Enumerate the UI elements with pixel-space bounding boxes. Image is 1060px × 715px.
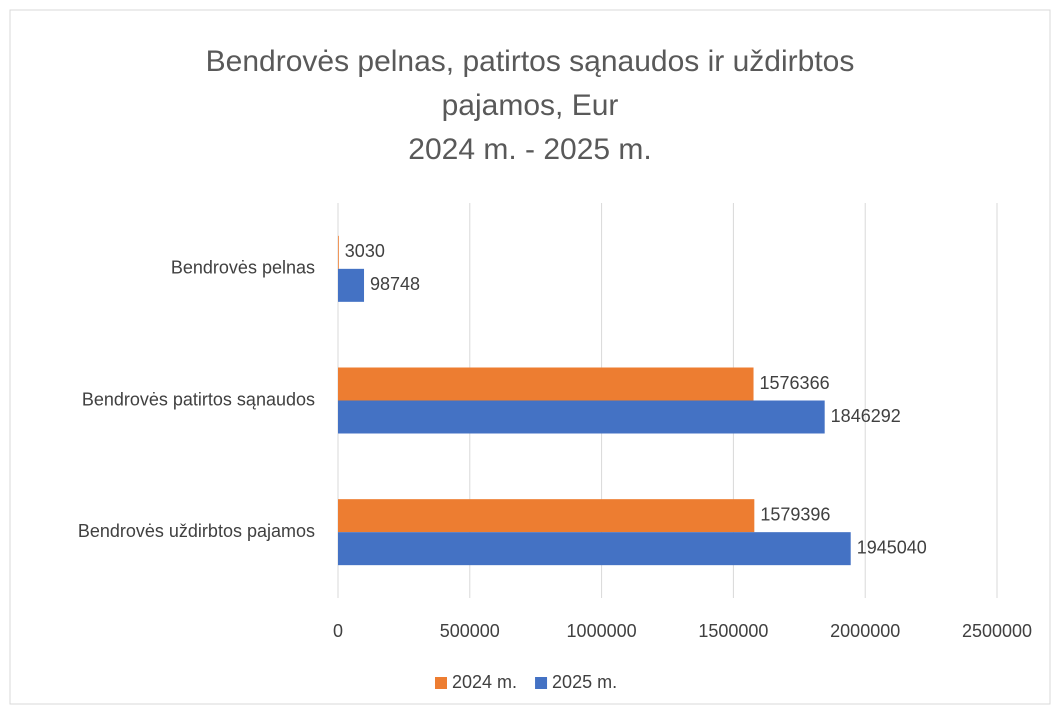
data-label: 98748 [370, 274, 420, 294]
x-tick-label: 2500000 [962, 621, 1032, 641]
chart-border [9, 9, 1051, 705]
category-label: Bendrovės patirtos sąnaudos [82, 389, 315, 409]
x-tick-label: 1500000 [698, 621, 768, 641]
data-label: 1579396 [760, 504, 830, 524]
data-label: 1846292 [831, 406, 901, 426]
bar [338, 268, 365, 302]
chart-title: Bendrovės pelnas, patirtos sąnaudos ir u… [205, 45, 855, 122]
x-tick-label: 500000 [440, 621, 500, 641]
legend-label: 2025 m. [552, 672, 617, 692]
bar [338, 235, 339, 269]
data-label: 1576366 [760, 373, 830, 393]
x-tick-label: 0 [333, 621, 343, 641]
bar [338, 532, 851, 566]
legend-swatch [535, 677, 548, 689]
legend-label: 2024 m. [452, 672, 517, 692]
x-tick-label: 2000000 [830, 621, 900, 641]
category-label: Bendrovės uždirbtos pajamos [78, 521, 315, 541]
bar [338, 367, 754, 401]
bar [338, 400, 825, 434]
data-label: 1945040 [857, 537, 927, 557]
title-block: Bendrovės pelnas, patirtos sąnaudos ir u… [150, 40, 910, 172]
chart-subtitle: 2024 m. - 2025 m. [408, 133, 652, 166]
bar [338, 499, 755, 533]
category-label: Bendrovės pelnas [171, 258, 315, 278]
legend-swatch [435, 677, 447, 689]
x-tick-label: 1000000 [567, 621, 637, 641]
data-label: 3030 [345, 241, 385, 261]
